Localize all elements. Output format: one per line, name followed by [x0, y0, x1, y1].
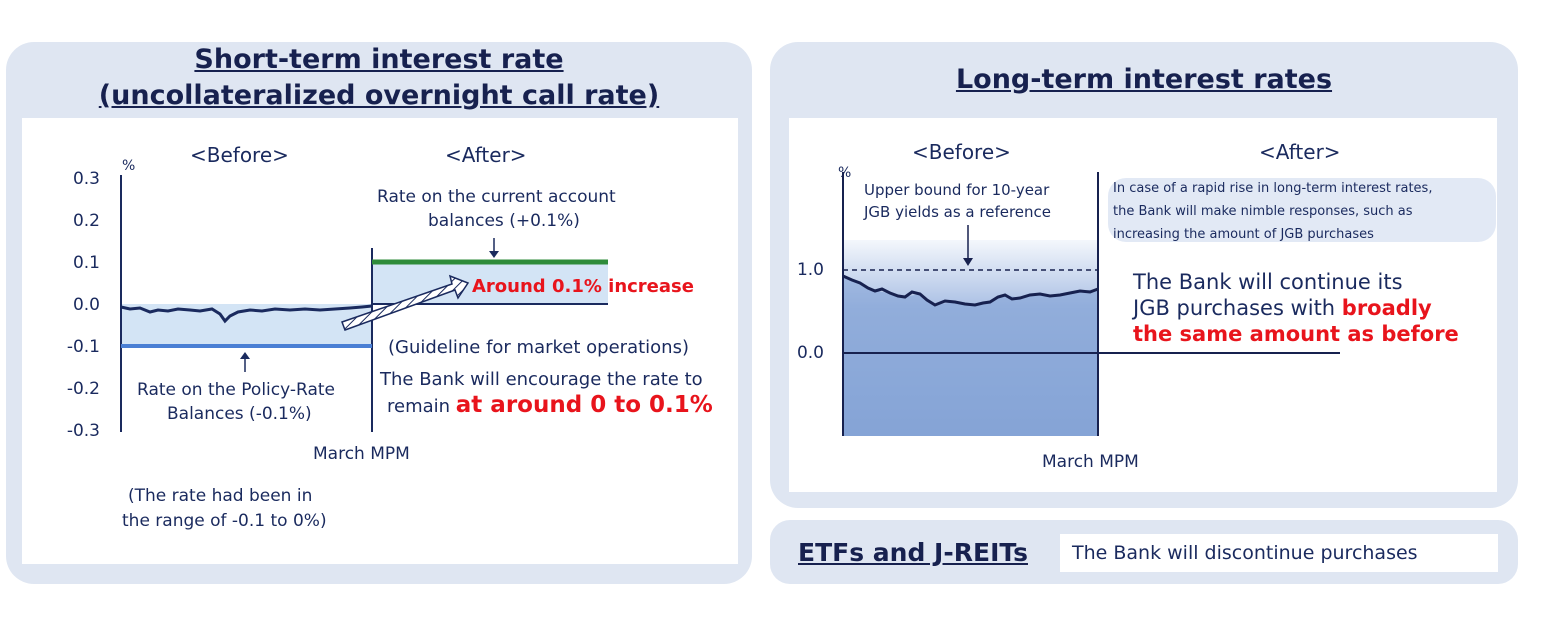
lt-y-tick: 1.0: [796, 260, 824, 280]
y-tick: -0.2: [66, 379, 100, 399]
call-rate-series: [120, 304, 373, 324]
continue-line3-emph: the same amount as before: [1133, 322, 1459, 346]
range-note-1: (The rate had been in: [128, 486, 313, 506]
lt-x-axis-label: March MPM: [1042, 452, 1139, 472]
continue-line2: JGB purchases with broadly: [1133, 296, 1432, 320]
arrow-down-upper-bound-head: [963, 258, 973, 266]
encourage-line2-prefix: remain: [387, 396, 456, 417]
encourage-line2-emph: at around 0 to 0.1%: [455, 392, 713, 418]
guideline-label: (Guideline for market operations): [388, 337, 689, 358]
lt-unit-label: %: [838, 165, 852, 181]
y-tick: -0.3: [66, 421, 100, 441]
y-tick: 0.2: [72, 211, 100, 231]
lt-before-label: <Before>: [912, 140, 1011, 164]
short-term-title-line2: (uncollateralized overnight call rate): [98, 80, 660, 111]
y-tick: 0.0: [72, 295, 100, 315]
policy-rate-label-1: Rate on the Policy-Rate: [137, 380, 335, 400]
etf-text: The Bank will discontinue purchases: [1072, 542, 1418, 564]
unit-label: %: [122, 158, 136, 174]
encourage-line2: remain at around 0 to 0.1%: [387, 392, 713, 418]
arrow-down-current-head: [489, 251, 499, 258]
current-account-label-1: Rate on the current account: [377, 187, 616, 207]
continue-line1: The Bank will continue its: [1133, 270, 1403, 294]
etf-text-box: [1060, 534, 1498, 572]
lt-y-tick: 0.0: [796, 343, 824, 363]
jgb-yield-series: [842, 274, 1099, 307]
upper-bound-label-1: Upper bound for 10-year: [864, 181, 1050, 199]
lt-below-series-fill: [843, 276, 1098, 436]
policy-rate-label-2: Balances (-0.1%): [167, 404, 312, 424]
continue-line2-emph: broadly: [1341, 296, 1432, 320]
rapid-rise-shade: [1108, 178, 1496, 242]
x-axis-label: March MPM: [313, 444, 410, 464]
y-tick: 0.1: [72, 253, 100, 273]
rapid-rise-1: In case of a rapid rise in long-term int…: [1113, 181, 1433, 196]
arrow-up-policy-head: [240, 352, 250, 359]
rapid-rise-2: the Bank will make nimble responses, suc…: [1113, 204, 1413, 219]
after-band: [372, 262, 608, 304]
long-term-title: Long-term interest rates: [955, 64, 1333, 95]
after-label: <After>: [445, 143, 527, 167]
range-note-2: the range of -0.1 to 0%): [122, 511, 327, 531]
increase-arrow: [341, 274, 470, 331]
before-label: <Before>: [190, 143, 289, 167]
etf-title: ETFs and J-REITs: [798, 538, 1028, 567]
lt-after-label: <After>: [1259, 140, 1341, 164]
short-term-title-line1: Short-term interest rate: [194, 44, 564, 75]
y-tick: 0.3: [72, 169, 100, 189]
continue-line2-prefix: JGB purchases with: [1133, 296, 1342, 320]
encourage-line1: The Bank will encourage the rate to: [380, 369, 703, 390]
y-tick: -0.1: [66, 337, 100, 357]
rapid-rise-3: increasing the amount of JGB purchases: [1113, 227, 1374, 242]
upper-bound-label-2: JGB yields as a reference: [864, 203, 1052, 221]
current-account-label-2: balances (+0.1%): [428, 211, 580, 231]
increase-label: Around 0.1% increase: [472, 276, 694, 297]
